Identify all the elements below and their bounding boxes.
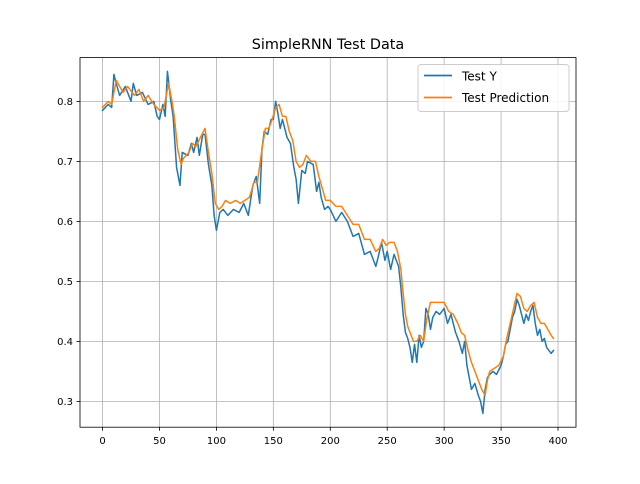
y-tick-label-0-6: 0.6 — [57, 217, 73, 228]
x-tick-label-300: 300 — [435, 436, 454, 447]
x-axis: 0 50 100 150 200 250 300 350 400 — [99, 427, 568, 447]
legend-label-test-y: Test Y — [461, 70, 497, 84]
x-tick-label-100: 100 — [207, 436, 226, 447]
legend: Test Y Test Prediction — [417, 64, 570, 112]
legend-label-test-prediction: Test Prediction — [461, 91, 549, 105]
x-tick-label-50: 50 — [153, 436, 166, 447]
plot-frame — [79, 57, 577, 428]
y-tick-label-0-3: 0.3 — [57, 397, 73, 408]
x-tick-label-150: 150 — [264, 436, 283, 447]
x-tick-label-350: 350 — [492, 436, 511, 447]
y-tick-label-0-5: 0.5 — [57, 277, 73, 288]
y-axis: 0.3 0.4 0.5 0.6 0.7 0.8 — [57, 97, 80, 408]
x-tick-label-0: 0 — [99, 436, 105, 447]
series-lines — [101, 70, 555, 415]
chart-title: SimpleRNN Test Data — [252, 37, 405, 53]
series-line-test-y — [101, 70, 555, 415]
x-tick-label-400: 400 — [548, 436, 567, 447]
y-tick-label-0-8: 0.8 — [57, 97, 73, 108]
x-tick-label-250: 250 — [378, 436, 397, 447]
series-line-test-prediction — [101, 79, 555, 397]
grid — [80, 57, 576, 428]
legend-box — [417, 64, 570, 112]
y-tick-label-0-4: 0.4 — [57, 337, 73, 348]
x-tick-label-200: 200 — [321, 436, 340, 447]
y-tick-label-0-7: 0.7 — [57, 157, 73, 168]
